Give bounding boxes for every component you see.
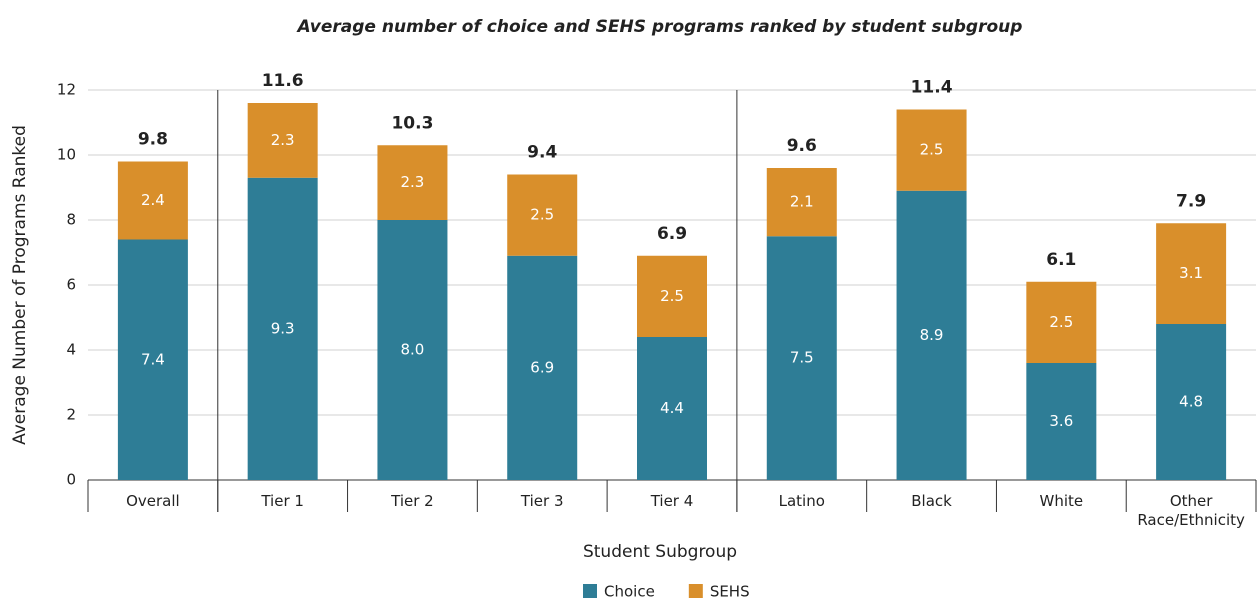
value-label: 9.3 — [271, 319, 295, 337]
legend-label: Choice — [604, 583, 655, 601]
value-label: 8.9 — [920, 326, 944, 344]
bar-segment — [247, 103, 318, 178]
y-tick-label: 12 — [57, 81, 76, 99]
value-label: 3.1 — [1179, 264, 1203, 282]
value-label: 2.5 — [920, 141, 944, 159]
bar-segment — [507, 174, 578, 256]
total-label: 9.6 — [787, 136, 817, 156]
x-tick-label: Black — [911, 492, 952, 510]
bar-segment — [637, 255, 707, 337]
value-label: 2.3 — [401, 173, 425, 191]
bar-segment — [1156, 223, 1227, 324]
total-label: 11.4 — [911, 78, 953, 98]
bar-segment — [117, 239, 188, 480]
y-axis-title: Average Number of Programs Ranked — [10, 125, 30, 445]
value-label: 2.5 — [530, 206, 554, 224]
value-label: 2.3 — [271, 131, 295, 149]
bar-segment — [507, 255, 578, 480]
bar-segment — [117, 161, 188, 240]
y-tick-label: 10 — [57, 146, 76, 164]
x-axis-title: Student Subgroup — [583, 542, 737, 562]
x-tick-label: Tier 4 — [650, 492, 694, 510]
x-tick-label: Tier 3 — [520, 492, 564, 510]
value-label: 6.9 — [530, 358, 554, 376]
value-label: 2.4 — [141, 191, 165, 209]
bar-segment — [247, 177, 318, 480]
total-label: 9.8 — [138, 130, 168, 150]
total-label: 9.4 — [527, 143, 557, 163]
total-label: 11.6 — [262, 71, 304, 91]
x-tick-label: White — [1039, 492, 1084, 510]
y-tick-label: 6 — [66, 276, 76, 294]
value-label: 2.1 — [790, 193, 814, 211]
x-tick-label: Latino — [778, 492, 825, 510]
bar-segment — [896, 109, 967, 191]
x-tick-label: Other Race/Ethnicity — [1137, 492, 1245, 529]
value-label: 2.5 — [1049, 313, 1073, 331]
value-label: 4.8 — [1179, 393, 1203, 411]
total-label: 10.3 — [391, 113, 433, 133]
x-tick-label: Tier 2 — [391, 492, 434, 510]
y-tick-label: 4 — [66, 341, 76, 359]
value-label: 3.6 — [1049, 412, 1073, 430]
y-tick-label: 8 — [66, 211, 76, 229]
legend-label: SEHS — [710, 583, 750, 601]
x-tick-label: Overall — [126, 492, 180, 510]
bar-segment — [377, 145, 448, 220]
bar-segment — [1026, 281, 1097, 363]
chart-title: Average number of choice and SEHS progra… — [296, 17, 1023, 37]
value-label: 8.0 — [401, 341, 425, 359]
total-label: 7.9 — [1176, 191, 1206, 211]
value-label: 4.4 — [660, 399, 684, 417]
value-label: 7.4 — [141, 350, 165, 368]
total-label: 6.1 — [1046, 250, 1076, 270]
bar-segment — [766, 236, 837, 480]
total-label: 6.9 — [657, 224, 687, 244]
bar-segment — [1026, 363, 1097, 480]
bar-segment — [896, 190, 967, 480]
x-tick-label: Tier 1 — [261, 492, 304, 510]
bar-segment — [766, 168, 837, 237]
bar-segment — [1156, 324, 1227, 480]
bar-segment — [637, 337, 707, 480]
y-tick-label: 0 — [66, 471, 76, 489]
y-tick-label: 2 — [66, 406, 76, 424]
value-label: 2.5 — [660, 287, 684, 305]
legend-swatch — [688, 584, 703, 598]
bar-segment — [377, 220, 448, 480]
value-label: 7.5 — [790, 349, 814, 367]
legend-swatch — [583, 584, 597, 598]
